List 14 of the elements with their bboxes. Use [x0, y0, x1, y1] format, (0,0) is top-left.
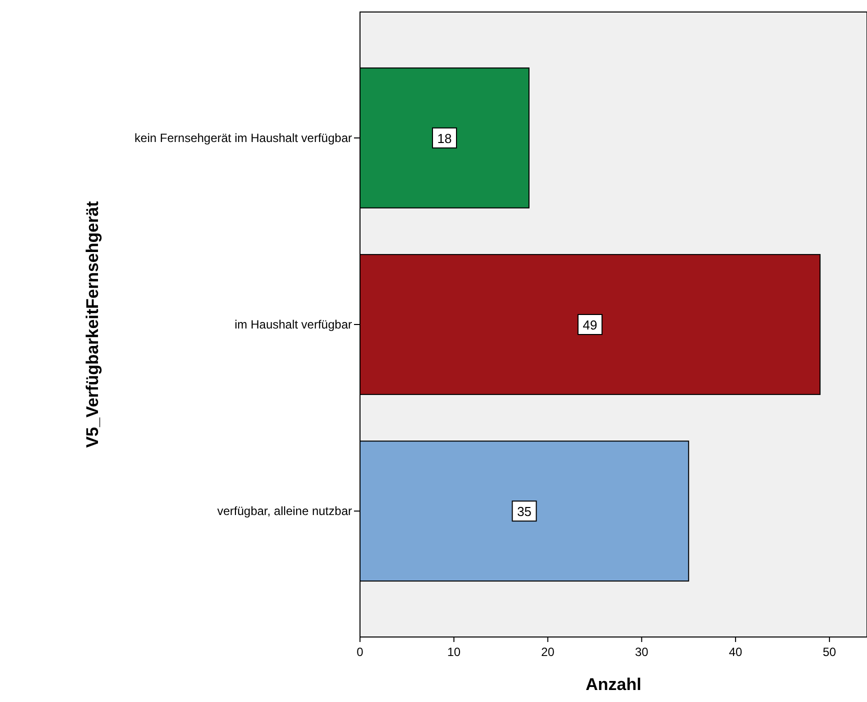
data-label: 49 [582, 318, 598, 332]
y-axis-title: V5_VerfügbarkeitFernsehgerät [83, 200, 102, 448]
x-tick-label: 40 [728, 645, 743, 659]
data-label: 18 [437, 130, 452, 146]
x-tick-label: 10 [447, 645, 461, 659]
y-tick-label: im Haushalt verfügbar [234, 318, 352, 332]
y-tick-label: verfügbar, alleine nutzbar [217, 504, 352, 518]
data-label: 35 [517, 504, 532, 520]
x-tick-label: 20 [541, 645, 555, 659]
x-tick-label: 0 [356, 645, 364, 659]
x-axis-title: Anzahl [586, 675, 642, 694]
x-tick-label: 50 [822, 645, 836, 659]
y-tick-label: kein Fernsehgerät im Haushalt verfügbar [134, 130, 352, 145]
x-tick-label: 30 [634, 645, 649, 659]
